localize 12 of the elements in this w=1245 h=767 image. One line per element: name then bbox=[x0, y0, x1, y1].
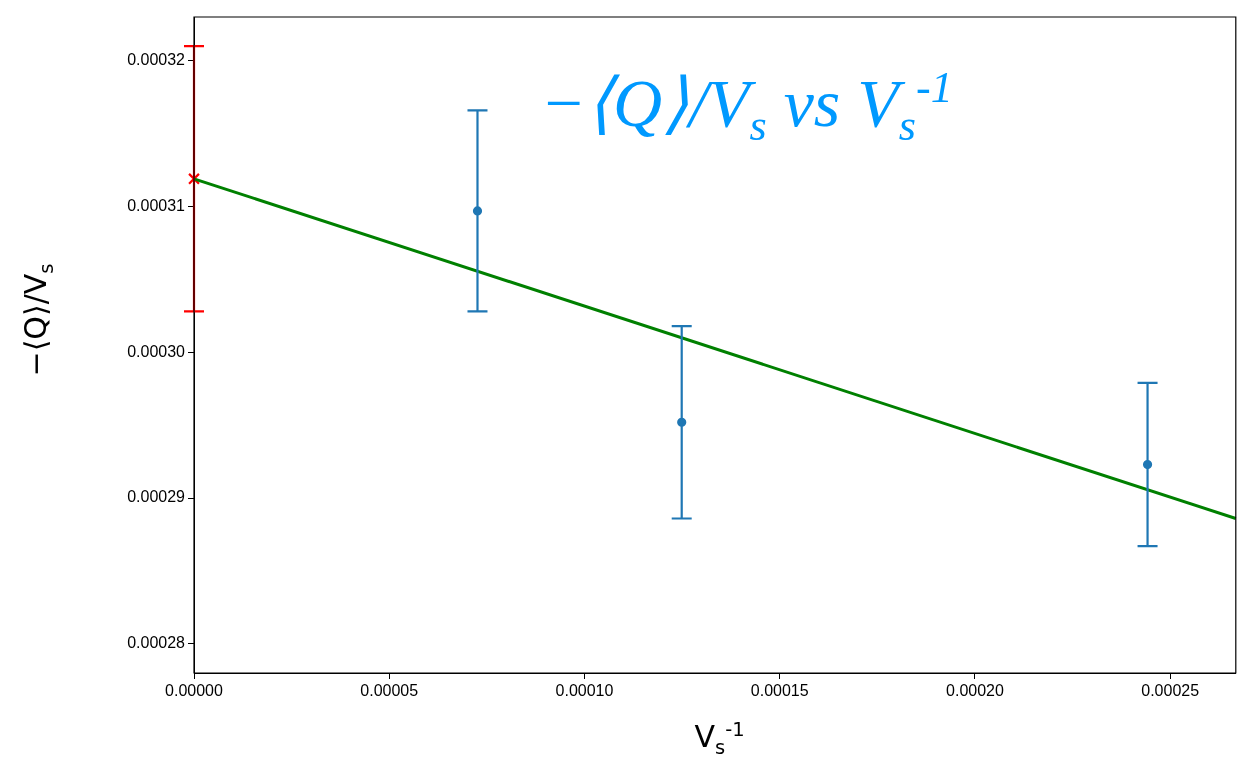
x-tick-label: 0.00025 bbox=[1141, 682, 1200, 700]
x-tick-label: 0.00000 bbox=[165, 682, 224, 700]
x-tick-label: 0.00005 bbox=[360, 682, 419, 700]
point bbox=[187, 172, 201, 185]
y-tick-label: 0.00030 bbox=[127, 342, 186, 360]
y-tick-label: 0.00029 bbox=[127, 488, 186, 506]
y-tick-label: 0.00031 bbox=[127, 196, 186, 214]
x-tick-label: 0.00010 bbox=[555, 682, 614, 700]
y-tick-label: 0.00028 bbox=[127, 634, 186, 652]
y-tick-label: 0.00032 bbox=[127, 51, 186, 69]
x-tick-label: 0.00015 bbox=[750, 682, 809, 700]
x-tick-label: 0.00020 bbox=[946, 682, 1004, 700]
